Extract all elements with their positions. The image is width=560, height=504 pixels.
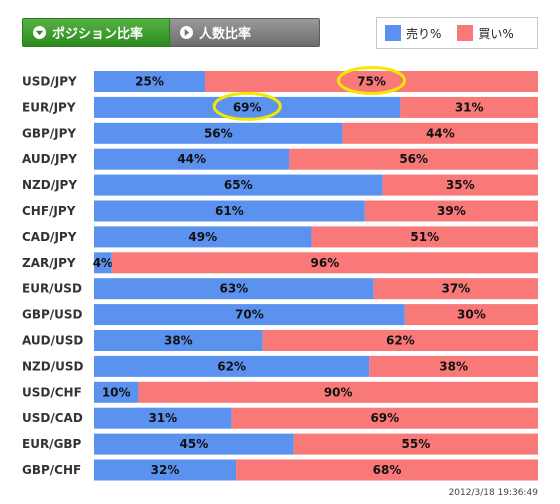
sell-bar-zar-jpy (94, 252, 112, 274)
pair-label-gbp-chf: GBP/CHF (22, 463, 81, 477)
sell-pct-usd-cad: 31% (148, 411, 177, 425)
buy-bar-gbp-usd (404, 304, 538, 326)
sell-bar-usd-chf (94, 381, 139, 403)
buy-pct-eur-jpy: 31% (455, 100, 484, 114)
buy-pct-chf-jpy: 39% (437, 204, 466, 218)
legend-buy-label: 買い% (478, 26, 514, 41)
pair-label-usd-chf: USD/CHF (22, 385, 82, 399)
sell-pct-usd-jpy: 25% (135, 75, 164, 89)
buy-pct-nzd-usd: 38% (439, 359, 468, 373)
legend-buy: 買い% (457, 25, 514, 42)
buy-bar-aud-usd (262, 330, 538, 351)
sell-bar-usd-jpy (94, 71, 205, 92)
buy-bar-nzd-usd (369, 355, 538, 377)
sell-pct-nzd-usd: 62% (217, 359, 246, 373)
legend-buy-swatch (457, 25, 474, 41)
pair-label-nzd-jpy: NZD/JPY (22, 178, 77, 192)
buy-pct-gbp-jpy: 44% (426, 126, 455, 140)
sell-pct-eur-gbp: 45% (180, 437, 209, 451)
highlight-circle-eur-jpy (212, 91, 282, 121)
tab-people-ratio-label: 人数比率 (199, 27, 252, 42)
sell-pct-cad-jpy: 49% (188, 230, 217, 244)
buy-bar-gbp-jpy (342, 122, 538, 144)
buy-pct-aud-jpy: 56% (399, 152, 428, 166)
buy-bar-gbp-chf (236, 459, 538, 481)
buy-bar-eur-jpy (400, 96, 538, 118)
pair-label-eur-gbp: EUR/GBP (22, 437, 82, 451)
sell-pct-nzd-jpy: 65% (224, 178, 253, 192)
sell-bar-cad-jpy (94, 226, 312, 248)
buy-bar-eur-usd (373, 278, 538, 300)
sell-bar-eur-usd (94, 278, 374, 300)
pair-label-usd-cad: USD/CAD (22, 411, 83, 425)
pair-label-eur-jpy: EUR/JPY (22, 100, 76, 114)
pair-label-gbp-usd: GBP/USD (22, 308, 83, 322)
sell-bar-eur-gbp (94, 433, 294, 455)
tab-position-ratio-label: ポジション比率 (52, 27, 144, 42)
buy-bar-chf-jpy (364, 200, 538, 222)
sell-pct-gbp-jpy: 56% (204, 126, 233, 140)
sell-pct-zar-jpy: 4% (93, 256, 113, 270)
tab-people-ratio[interactable]: 人数比率 (170, 18, 320, 47)
sell-bar-aud-usd (94, 330, 263, 351)
timestamp: 2012/3/18 19:36:49 (448, 488, 538, 498)
buy-pct-usd-jpy: 75% (357, 75, 386, 89)
chart-legend: 売り% 買い% (376, 17, 538, 49)
buy-bar-nzd-jpy (382, 174, 538, 196)
buy-pct-gbp-chf: 68% (373, 463, 402, 477)
buy-pct-aud-usd: 62% (386, 334, 415, 348)
buy-bar-usd-cad (231, 407, 538, 429)
sell-pct-chf-jpy: 61% (215, 204, 244, 218)
pair-label-usd-jpy: USD/JPY (22, 75, 77, 89)
buy-pct-usd-cad: 69% (370, 411, 399, 425)
sell-pct-aud-usd: 38% (164, 334, 193, 348)
buy-pct-gbp-usd: 30% (457, 308, 486, 322)
sell-bar-gbp-jpy (94, 122, 343, 144)
pair-label-zar-jpy: ZAR/JPY (22, 256, 76, 270)
pair-label-gbp-jpy: GBP/JPY (22, 126, 76, 140)
buy-bar-usd-jpy (205, 71, 538, 92)
buy-bar-zar-jpy (111, 252, 538, 274)
buy-bar-cad-jpy (311, 226, 538, 248)
sell-pct-usd-chf: 10% (102, 385, 131, 399)
sell-pct-eur-jpy: 69% (233, 100, 262, 114)
highlight-circle-usd-jpy (337, 66, 406, 95)
tab-position-ratio[interactable]: ポジション比率 (22, 18, 170, 47)
sell-pct-eur-usd: 63% (219, 282, 248, 296)
buy-pct-eur-gbp: 55% (402, 437, 431, 451)
pair-label-aud-usd: AUD/USD (22, 334, 83, 348)
sell-pct-aud-jpy: 44% (177, 152, 206, 166)
pair-label-chf-jpy: CHF/JPY (22, 204, 76, 218)
sell-bar-chf-jpy (94, 200, 365, 222)
sell-pct-gbp-chf: 32% (151, 463, 180, 477)
ratio-tabs: ポジション比率 人数比率 (22, 18, 320, 47)
buy-pct-nzd-jpy: 35% (446, 178, 475, 192)
legend-sell: 売り% (385, 25, 441, 42)
pair-label-cad-jpy: CAD/JPY (22, 230, 77, 244)
buy-bar-aud-jpy (289, 148, 538, 170)
chevron-right-icon (180, 26, 193, 39)
buy-bar-eur-gbp (293, 433, 538, 455)
pair-label-nzd-usd: NZD/USD (22, 359, 83, 373)
legend-sell-label: 売り% (406, 26, 442, 41)
buy-pct-usd-chf: 90% (324, 385, 353, 399)
buy-pct-cad-jpy: 51% (410, 230, 439, 244)
pair-label-aud-jpy: AUD/JPY (22, 152, 77, 166)
legend-sell-swatch (385, 25, 401, 41)
buy-pct-zar-jpy: 96% (311, 256, 340, 270)
sell-bar-aud-jpy (94, 148, 290, 170)
sell-bar-usd-cad (94, 407, 232, 429)
chevron-down-icon (33, 26, 46, 39)
sell-bar-eur-jpy (94, 96, 401, 118)
buy-bar-usd-chf (138, 381, 538, 403)
sell-bar-nzd-usd (94, 355, 370, 377)
sell-bar-gbp-chf (94, 459, 237, 481)
sell-bar-nzd-jpy (94, 174, 383, 196)
sell-pct-gbp-usd: 70% (235, 308, 264, 322)
pair-label-eur-usd: EUR/USD (22, 282, 82, 296)
sell-bar-gbp-usd (94, 304, 405, 326)
buy-pct-eur-usd: 37% (441, 282, 470, 296)
